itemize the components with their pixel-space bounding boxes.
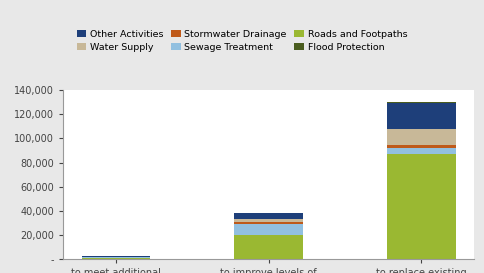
Bar	[387, 103, 455, 129]
Bar	[387, 145, 455, 148]
Bar	[82, 256, 151, 257]
Bar	[387, 148, 455, 154]
Bar	[387, 154, 455, 259]
Legend: Other Activities, Water Supply, Stormwater Drainage, Sewage Treatment, Roads and: Other Activities, Water Supply, Stormwat…	[75, 28, 409, 54]
Bar	[82, 257, 151, 258]
Bar	[387, 102, 455, 103]
Bar	[234, 235, 303, 259]
Bar	[82, 258, 151, 259]
Bar	[234, 213, 303, 219]
Bar	[234, 219, 303, 222]
Bar	[234, 222, 303, 224]
Bar	[234, 224, 303, 235]
Bar	[387, 129, 455, 145]
